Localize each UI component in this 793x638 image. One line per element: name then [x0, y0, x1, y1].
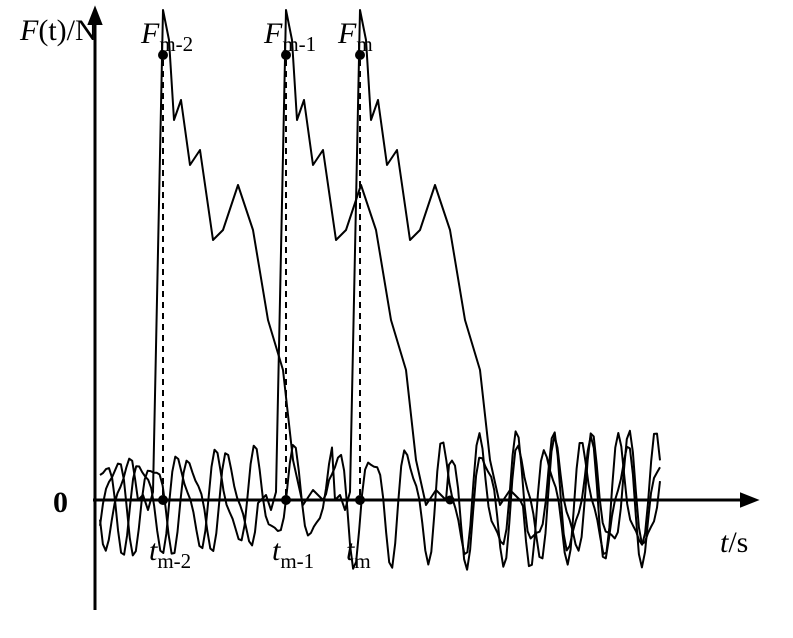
x-axis-arrow	[740, 492, 760, 507]
y-axis-label: F(t)/N	[19, 14, 97, 47]
axis-marker	[281, 495, 291, 505]
axis-marker	[446, 496, 455, 505]
waveform-curve	[100, 10, 660, 566]
chart-container: Fm-2tm-2Fm-1tm-1FmtmF(t)/Nt/s0	[0, 0, 793, 638]
x-axis-label: t/s	[720, 526, 748, 559]
peak-label: Fm	[337, 17, 373, 56]
origin-zero-label: 0	[53, 486, 68, 519]
chart-svg: Fm-2tm-2Fm-1tm-1FmtmF(t)/Nt/s0	[0, 0, 793, 638]
axis-marker	[158, 495, 168, 505]
axis-marker	[355, 495, 365, 505]
tick-label: tm-1	[272, 534, 314, 573]
